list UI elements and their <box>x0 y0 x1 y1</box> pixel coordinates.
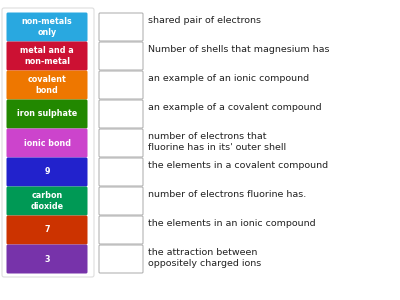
Text: covalent
bond: covalent bond <box>28 75 66 95</box>
FancyBboxPatch shape <box>6 70 88 100</box>
Text: carbon
dioxide: carbon dioxide <box>30 191 64 211</box>
FancyBboxPatch shape <box>6 215 88 244</box>
Text: 9: 9 <box>44 167 50 176</box>
FancyBboxPatch shape <box>99 158 143 186</box>
Text: Number of shells that magnesium has: Number of shells that magnesium has <box>148 45 330 54</box>
Text: an example of a covalent compound: an example of a covalent compound <box>148 103 322 112</box>
FancyBboxPatch shape <box>2 8 94 277</box>
Text: number of electrons that
fluorine has in its' outer shell: number of electrons that fluorine has in… <box>148 132 286 152</box>
FancyBboxPatch shape <box>6 158 88 187</box>
Text: 7: 7 <box>44 226 50 235</box>
Text: an example of an ionic compound: an example of an ionic compound <box>148 74 309 83</box>
FancyBboxPatch shape <box>99 100 143 128</box>
FancyBboxPatch shape <box>99 187 143 215</box>
FancyBboxPatch shape <box>6 13 88 41</box>
FancyBboxPatch shape <box>99 42 143 70</box>
FancyBboxPatch shape <box>99 216 143 244</box>
Text: the elements in a covalent compound: the elements in a covalent compound <box>148 161 328 170</box>
Text: number of electrons fluorine has.: number of electrons fluorine has. <box>148 190 306 199</box>
FancyBboxPatch shape <box>6 187 88 215</box>
Text: iron sulphate: iron sulphate <box>17 110 77 118</box>
Text: non-metals
only: non-metals only <box>22 17 72 37</box>
Text: metal and a
non-metal: metal and a non-metal <box>20 46 74 66</box>
Text: shared pair of electrons: shared pair of electrons <box>148 16 261 25</box>
Text: the attraction between
oppositely charged ions: the attraction between oppositely charge… <box>148 248 261 268</box>
FancyBboxPatch shape <box>6 244 88 274</box>
FancyBboxPatch shape <box>99 13 143 41</box>
FancyBboxPatch shape <box>99 71 143 99</box>
Text: 3: 3 <box>44 254 50 263</box>
FancyBboxPatch shape <box>6 128 88 158</box>
FancyBboxPatch shape <box>6 41 88 70</box>
FancyBboxPatch shape <box>6 100 88 128</box>
Text: ionic bond: ionic bond <box>24 139 70 148</box>
Text: the elements in an ionic compound: the elements in an ionic compound <box>148 219 316 228</box>
FancyBboxPatch shape <box>99 129 143 157</box>
FancyBboxPatch shape <box>99 245 143 273</box>
